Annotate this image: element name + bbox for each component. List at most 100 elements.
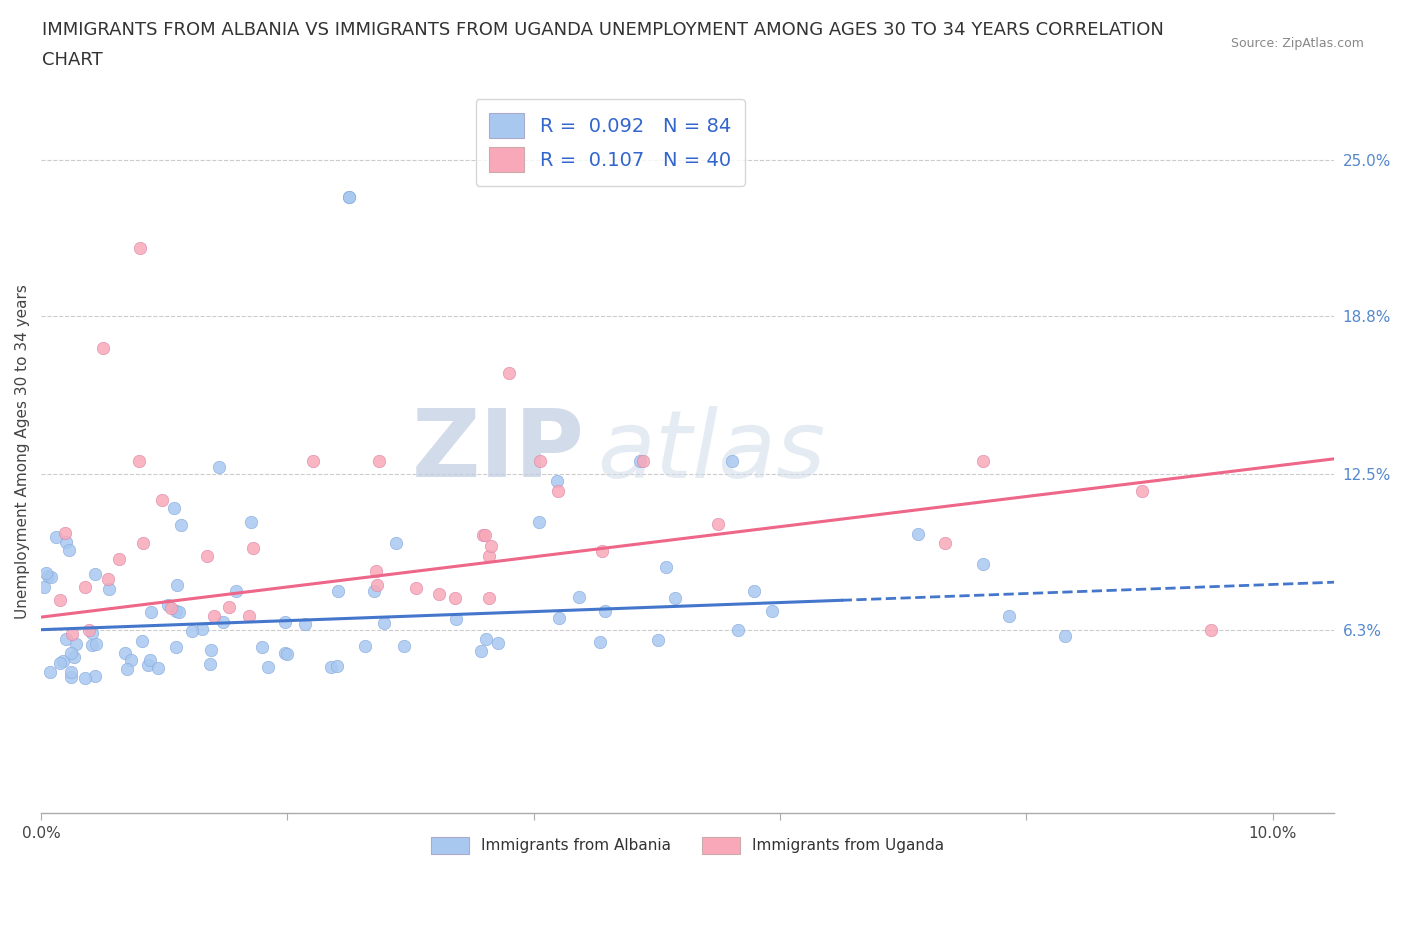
Point bbox=[108, 551, 131, 566]
Point bbox=[45, 530, 67, 545]
Point bbox=[195, 549, 218, 564]
Point bbox=[727, 622, 749, 637]
Point bbox=[744, 583, 766, 598]
Point bbox=[427, 587, 450, 602]
Point bbox=[444, 611, 467, 626]
Point bbox=[647, 632, 669, 647]
Point bbox=[593, 604, 616, 618]
Point bbox=[907, 527, 929, 542]
Text: Source: ZipAtlas.com: Source: ZipAtlas.com bbox=[1230, 37, 1364, 50]
Point bbox=[628, 454, 651, 469]
Point bbox=[274, 645, 297, 660]
Point bbox=[546, 473, 568, 488]
Point bbox=[385, 536, 408, 551]
Point bbox=[353, 638, 375, 653]
Point bbox=[165, 604, 187, 618]
Point bbox=[83, 669, 105, 684]
Point bbox=[547, 484, 569, 498]
Point bbox=[136, 658, 159, 672]
Point bbox=[529, 514, 551, 529]
Point bbox=[392, 638, 415, 653]
Point bbox=[169, 604, 191, 619]
Point bbox=[63, 650, 86, 665]
Point bbox=[132, 536, 155, 551]
Point bbox=[49, 656, 72, 671]
Point bbox=[170, 518, 193, 533]
Point bbox=[321, 659, 343, 674]
Point bbox=[472, 527, 495, 542]
Point bbox=[190, 621, 212, 636]
Point bbox=[475, 631, 498, 646]
Point bbox=[488, 635, 510, 650]
Point bbox=[165, 639, 187, 654]
Point bbox=[77, 622, 100, 637]
Point bbox=[1054, 629, 1077, 644]
Point bbox=[363, 584, 385, 599]
Point bbox=[373, 616, 395, 631]
Point bbox=[131, 634, 153, 649]
Point bbox=[721, 454, 744, 469]
Point bbox=[156, 598, 179, 613]
Point bbox=[631, 454, 654, 469]
Point bbox=[1199, 622, 1222, 637]
Point bbox=[364, 564, 387, 578]
Point bbox=[212, 614, 235, 629]
Point bbox=[250, 640, 273, 655]
Point bbox=[1132, 484, 1154, 498]
Point bbox=[208, 459, 231, 474]
Point bbox=[202, 608, 225, 623]
Point bbox=[257, 659, 280, 674]
Point bbox=[761, 604, 783, 618]
Point bbox=[474, 528, 496, 543]
Point bbox=[138, 653, 160, 668]
Point bbox=[49, 592, 72, 607]
Point bbox=[163, 501, 186, 516]
Point bbox=[166, 578, 188, 592]
Point bbox=[934, 536, 956, 551]
Point bbox=[86, 636, 108, 651]
Point bbox=[326, 658, 349, 673]
Point bbox=[150, 493, 173, 508]
Point bbox=[59, 670, 82, 684]
Point bbox=[80, 626, 103, 641]
Point bbox=[55, 535, 77, 550]
Point bbox=[242, 541, 264, 556]
Point bbox=[328, 583, 350, 598]
Point bbox=[337, 190, 360, 205]
Text: atlas: atlas bbox=[598, 405, 825, 497]
Y-axis label: Unemployment Among Ages 30 to 34 years: Unemployment Among Ages 30 to 34 years bbox=[15, 284, 30, 618]
Text: CHART: CHART bbox=[42, 51, 103, 69]
Point bbox=[52, 654, 75, 669]
Point bbox=[470, 644, 492, 658]
Text: IMMIGRANTS FROM ALBANIA VS IMMIGRANTS FROM UGANDA UNEMPLOYMENT AMONG AGES 30 TO : IMMIGRANTS FROM ALBANIA VS IMMIGRANTS FR… bbox=[42, 21, 1164, 39]
Point bbox=[139, 604, 162, 619]
Point bbox=[83, 567, 105, 582]
Legend: Immigrants from Albania, Immigrants from Uganda: Immigrants from Albania, Immigrants from… bbox=[425, 830, 950, 859]
Point bbox=[39, 570, 62, 585]
Point bbox=[498, 365, 520, 380]
Point bbox=[405, 581, 427, 596]
Point bbox=[60, 627, 83, 642]
Point bbox=[655, 560, 678, 575]
Point bbox=[32, 579, 55, 594]
Point bbox=[200, 643, 222, 658]
Point bbox=[75, 671, 97, 685]
Point bbox=[478, 591, 501, 605]
Point bbox=[82, 637, 104, 652]
Point bbox=[60, 664, 83, 679]
Point bbox=[97, 572, 120, 587]
Point bbox=[972, 454, 994, 469]
Point bbox=[198, 657, 221, 671]
Point bbox=[337, 190, 360, 205]
Point bbox=[588, 635, 610, 650]
Point bbox=[529, 454, 551, 469]
Point bbox=[568, 590, 591, 604]
Point bbox=[707, 517, 730, 532]
Point bbox=[60, 645, 83, 660]
Point bbox=[225, 583, 247, 598]
Point bbox=[53, 525, 76, 540]
Point bbox=[218, 600, 240, 615]
Point bbox=[444, 591, 467, 605]
Point bbox=[128, 454, 150, 469]
Point bbox=[65, 636, 87, 651]
